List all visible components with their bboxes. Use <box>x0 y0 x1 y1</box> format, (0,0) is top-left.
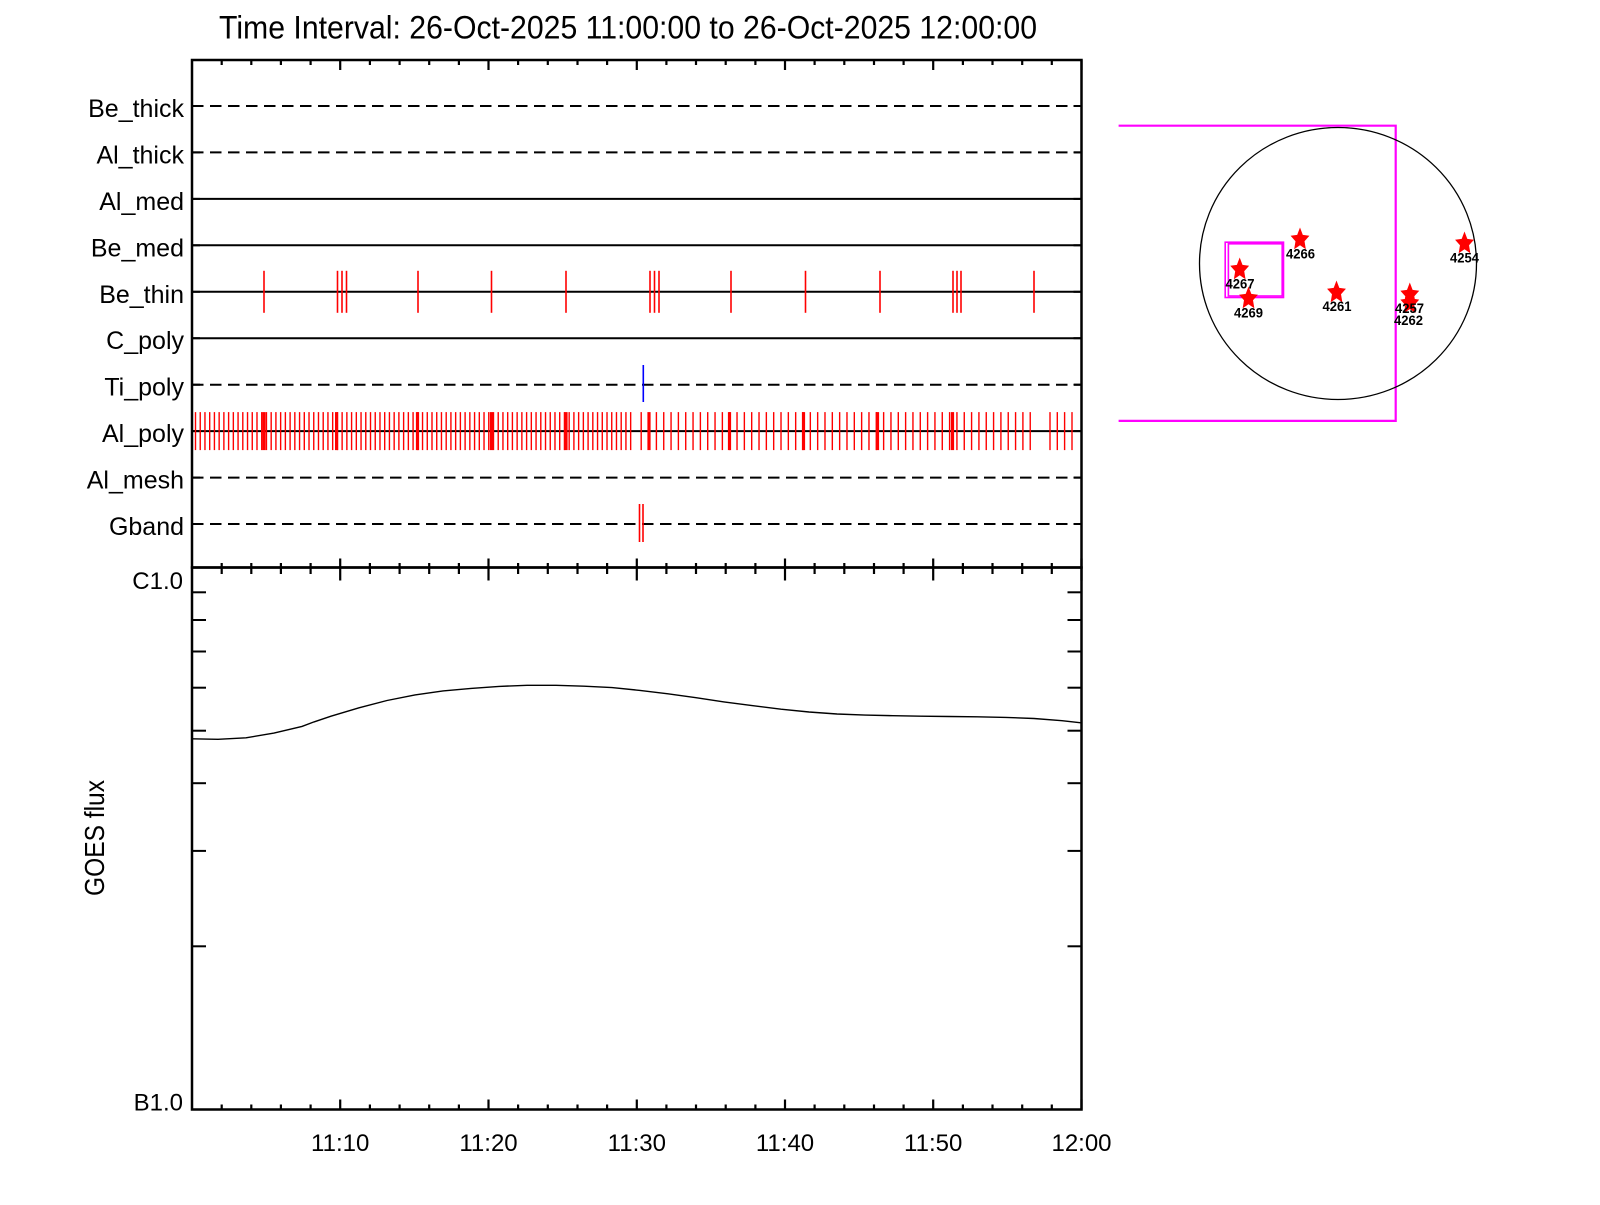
svg-text:C_poly: C_poly <box>106 327 184 355</box>
svg-text:Be_thin: Be_thin <box>99 281 184 309</box>
svg-text:4266: 4266 <box>1286 246 1315 261</box>
svg-text:4269: 4269 <box>1234 306 1263 321</box>
svg-text:4262: 4262 <box>1394 313 1423 328</box>
svg-text:Time Interval: 26-Oct-2025 11:: Time Interval: 26-Oct-2025 11:00:00 to 2… <box>219 10 1037 46</box>
svg-text:11:10: 11:10 <box>311 1130 369 1157</box>
svg-text:4257: 4257 <box>1395 301 1424 316</box>
svg-text:C1.0: C1.0 <box>132 568 183 595</box>
svg-text:11:50: 11:50 <box>904 1130 962 1157</box>
svg-text:Be_thick: Be_thick <box>88 95 184 123</box>
svg-text:Be_med: Be_med <box>91 234 184 262</box>
svg-text:11:30: 11:30 <box>608 1130 666 1157</box>
svg-text:4254: 4254 <box>1450 251 1479 266</box>
svg-text:11:40: 11:40 <box>756 1130 814 1157</box>
svg-text:12:00: 12:00 <box>1051 1130 1111 1157</box>
svg-text:Al_mesh: Al_mesh <box>87 467 184 495</box>
svg-text:4261: 4261 <box>1323 299 1352 314</box>
svg-text:B1.0: B1.0 <box>134 1090 183 1117</box>
svg-text:Al_poly: Al_poly <box>102 420 184 448</box>
svg-text:Ti_poly: Ti_poly <box>104 374 184 402</box>
svg-text:11:20: 11:20 <box>459 1130 517 1157</box>
svg-text:Al_med: Al_med <box>99 188 184 216</box>
svg-text:Gband: Gband <box>109 513 184 541</box>
svg-text:4267: 4267 <box>1226 277 1255 292</box>
svg-text:GOES flux: GOES flux <box>79 780 110 896</box>
svg-text:Al_thick: Al_thick <box>96 141 184 169</box>
